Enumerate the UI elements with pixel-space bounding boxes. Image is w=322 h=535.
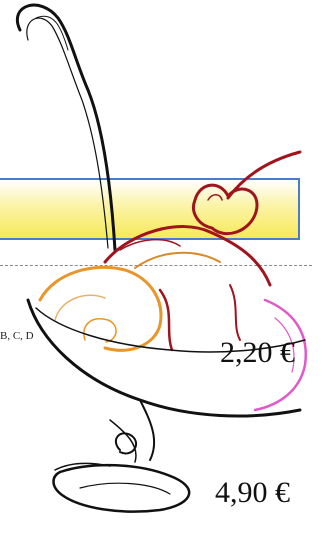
choice-label: B, C, D [0, 330, 34, 342]
divider-line [0, 265, 312, 266]
cherry-icon [192, 150, 302, 236]
highlight-banner [0, 178, 300, 240]
spoon-icon [16, 3, 117, 252]
price-label-small: 2,20 € [220, 336, 295, 369]
price-label-large: 4,90 € [215, 476, 290, 509]
